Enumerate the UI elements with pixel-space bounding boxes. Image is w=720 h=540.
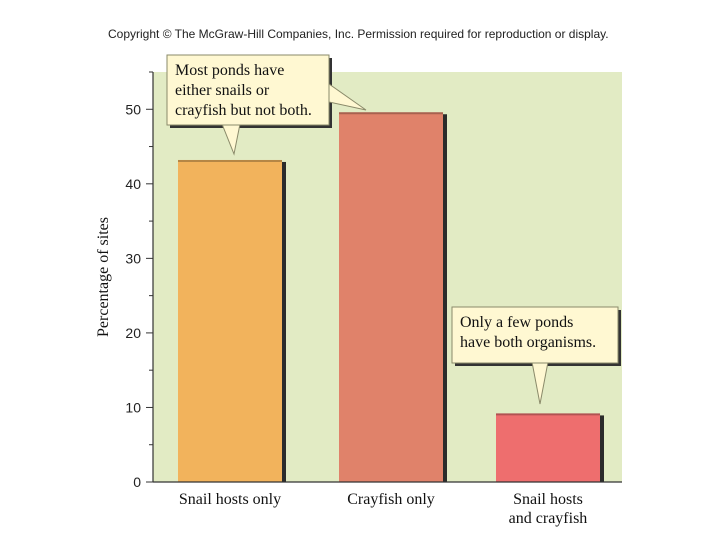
x-tick-label: Snail hosts only (179, 491, 281, 508)
callout: Only a few ponds have both organisms. (451, 306, 621, 405)
y-axis-label: Percentage of sites (95, 217, 112, 337)
callout-text: Most ponds have either snails or crayfish … (175, 62, 312, 119)
callout-text: Only a few ponds have both organisms. (460, 314, 596, 351)
y-tick-label: 0 (133, 474, 141, 490)
bar-shadow (281, 161, 286, 483)
y-tick-label: 30 (125, 250, 141, 266)
y-tick-label: 50 (125, 101, 141, 117)
callout: Most ponds have either snails or crayfish … (166, 54, 367, 156)
bar (496, 413, 600, 482)
x-tick-label: Crayfish only (347, 491, 435, 508)
callout-box (451, 306, 619, 364)
y-tick-label: 20 (125, 325, 141, 341)
copyright-notice: Copyright © The McGraw-Hill Companies, I… (108, 27, 609, 41)
y-tick-label: 40 (125, 176, 141, 192)
callout-box (166, 54, 330, 126)
y-tick-label: 10 (125, 399, 141, 415)
bar-shadow (442, 114, 447, 482)
bar-shadow (599, 415, 604, 482)
x-tick-label: Snail hosts and crayfish (509, 491, 588, 527)
bar (339, 112, 443, 482)
bar (178, 159, 282, 483)
